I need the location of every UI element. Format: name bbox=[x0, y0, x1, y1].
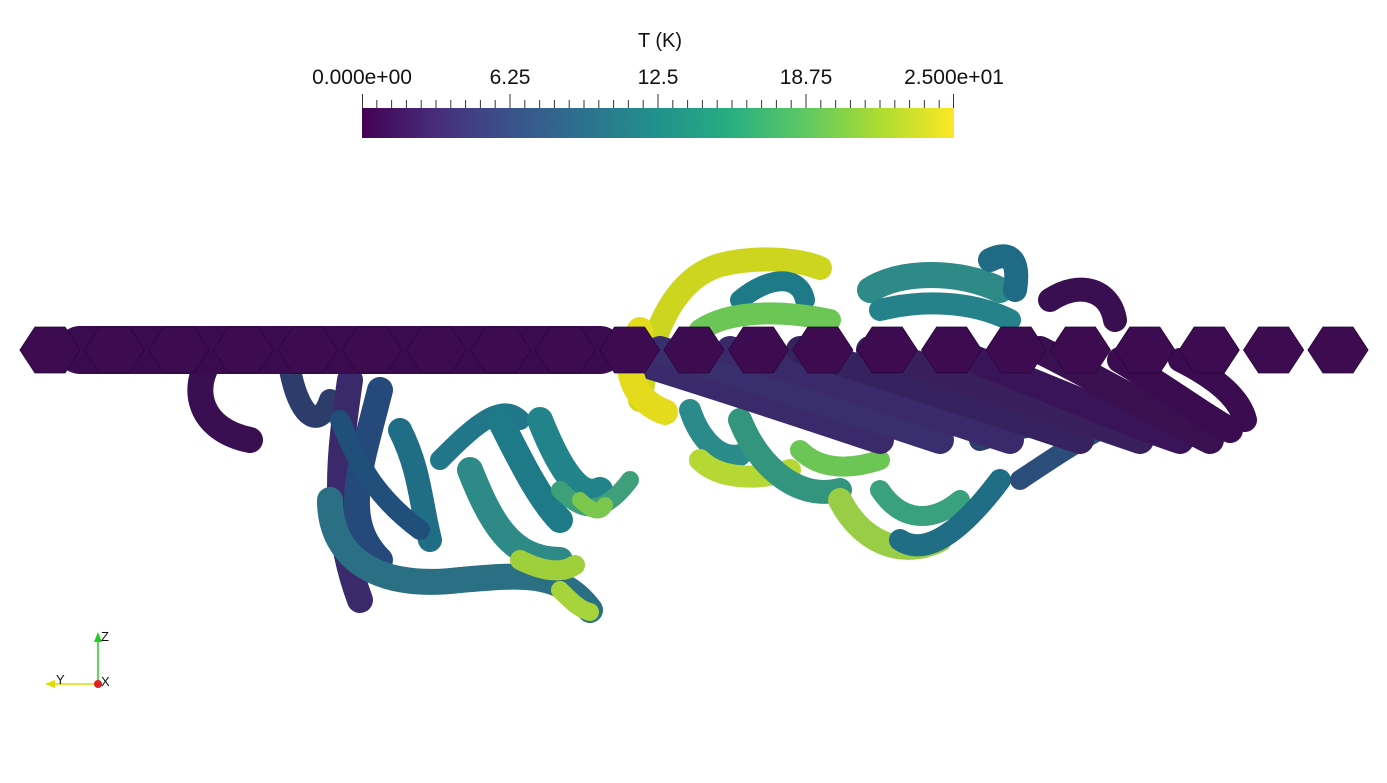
scalar-bar-gradient bbox=[362, 108, 954, 138]
scalar-bar-label-2: 12.5 bbox=[637, 66, 679, 89]
hexagon-glyph bbox=[1178, 326, 1240, 374]
scalar-bar-label-max: 2.500e+01 bbox=[904, 66, 1004, 89]
hexagon-glyph bbox=[921, 326, 983, 374]
hexagon-glyph bbox=[83, 326, 145, 374]
hexagon-glyph bbox=[1307, 326, 1369, 374]
hexagon-glyph bbox=[277, 326, 339, 374]
hexagon-glyph bbox=[727, 326, 789, 374]
y-arrow-icon bbox=[45, 680, 55, 688]
hexagon-glyph bbox=[534, 326, 596, 374]
hexagon-glyph bbox=[1243, 326, 1305, 374]
scalar-bar-label-1: 6.25 bbox=[489, 66, 531, 89]
scalar-bar-label-3: 18.75 bbox=[779, 66, 833, 89]
hexagon-glyph bbox=[19, 326, 81, 374]
scalar-bar-title: T (K) bbox=[637, 30, 683, 52]
hexagon-glyph bbox=[341, 326, 403, 374]
streamlines-left bbox=[187, 347, 639, 623]
hexagon-glyph bbox=[663, 326, 725, 374]
hexagon-glyph bbox=[792, 326, 854, 374]
hexagon-glyph-row bbox=[19, 326, 1369, 374]
hexagon-glyph bbox=[212, 326, 274, 374]
hexagon-glyph bbox=[1114, 326, 1176, 374]
scalar-bar[interactable] bbox=[362, 108, 954, 138]
hexagon-glyph bbox=[405, 326, 467, 374]
axis-y-label: Y bbox=[56, 672, 65, 687]
scalar-bar-ticks bbox=[362, 94, 954, 108]
hexagon-glyph bbox=[148, 326, 210, 374]
hexagon-glyph bbox=[856, 326, 918, 374]
axis-x-label: X bbox=[101, 674, 110, 689]
scalar-bar-label-min: 0.000e+00 bbox=[312, 66, 412, 89]
z-arrow-icon bbox=[94, 632, 102, 642]
axis-z-label: Z bbox=[101, 629, 109, 644]
hexagon-glyph bbox=[470, 326, 532, 374]
orientation-axes: Z Y X bbox=[45, 629, 110, 689]
x-arrow-icon bbox=[94, 680, 102, 688]
hexagon-glyph bbox=[599, 326, 661, 374]
hexagon-glyph bbox=[985, 326, 1047, 374]
hexagon-glyph bbox=[1049, 326, 1111, 374]
